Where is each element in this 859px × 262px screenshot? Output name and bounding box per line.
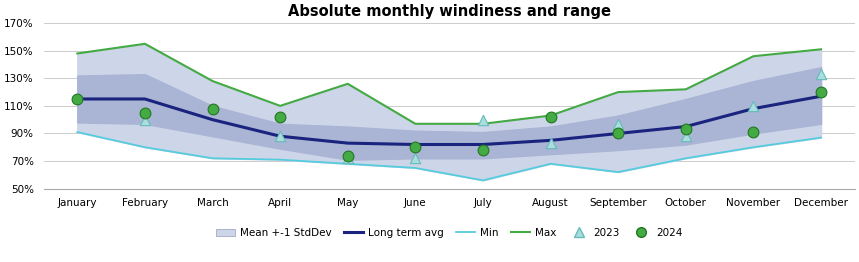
Point <box>273 115 287 119</box>
Point <box>341 154 355 158</box>
Point <box>612 131 625 135</box>
Point <box>273 134 287 138</box>
Point <box>341 156 355 160</box>
Point <box>409 145 423 149</box>
Point <box>814 90 828 94</box>
Point <box>409 156 423 160</box>
Point <box>138 111 152 115</box>
Point <box>476 148 490 152</box>
Point <box>814 72 828 76</box>
Point <box>205 107 219 111</box>
Point <box>679 134 692 138</box>
Point <box>476 118 490 122</box>
Title: Absolute monthly windiness and range: Absolute monthly windiness and range <box>288 4 611 19</box>
Point <box>679 127 692 132</box>
Point <box>612 122 625 126</box>
Point <box>544 115 557 119</box>
Point <box>70 97 84 101</box>
Legend: Mean +-1 StdDev, Long term avg, Min, Max, 2023, 2024: Mean +-1 StdDev, Long term avg, Min, Max… <box>212 224 686 242</box>
Point <box>544 141 557 145</box>
Point <box>138 118 152 122</box>
Point <box>746 130 760 134</box>
Point <box>746 104 760 108</box>
